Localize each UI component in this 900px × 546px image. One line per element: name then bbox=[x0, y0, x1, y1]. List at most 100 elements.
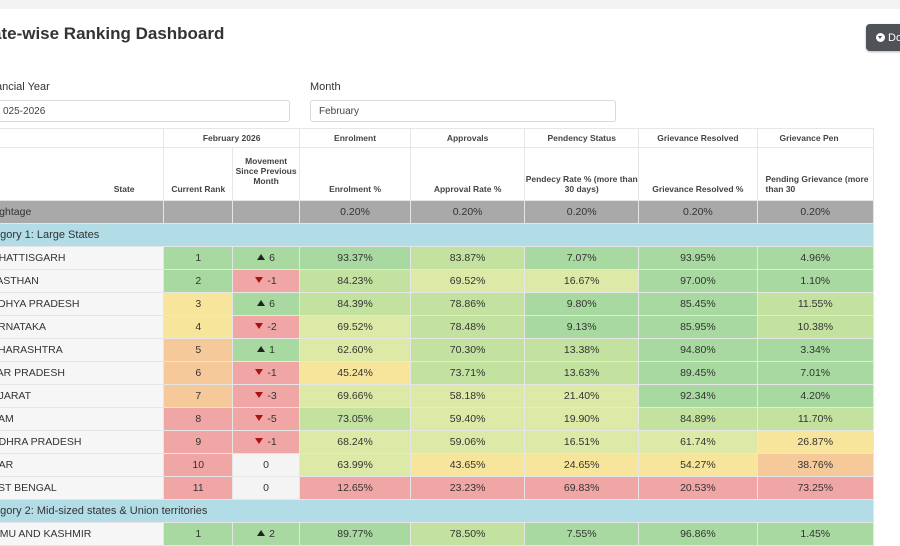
pendency-cell: 9.13% bbox=[524, 315, 640, 339]
arrow-down-icon bbox=[255, 369, 264, 376]
arrow-down-icon bbox=[255, 438, 264, 445]
column-header-pending-grievance[interactable]: Pending Grievance (more than 30 bbox=[756, 147, 875, 201]
approval-cell: 59.40% bbox=[410, 407, 526, 431]
column-header-current-rank[interactable]: Current Rank bbox=[163, 147, 234, 201]
movement-value: -2 bbox=[267, 321, 277, 333]
category-label: tegory 1: Large States bbox=[0, 223, 874, 247]
table-row[interactable]: HHATTISGARH1 6 93.37%83.87%7.07%93.95%4.96… bbox=[0, 246, 875, 270]
enrolment-cell: 63.99% bbox=[298, 453, 412, 477]
grievance-resolved-cell: 89.45% bbox=[638, 361, 758, 385]
approval-cell: 70.30% bbox=[410, 338, 526, 362]
weightage-pending-grievance: 0.20% bbox=[756, 200, 875, 224]
month-select[interactable]: February bbox=[310, 100, 616, 122]
movement-value: -1 bbox=[267, 367, 277, 379]
approval-cell: 78.48% bbox=[410, 315, 526, 339]
column-header-approval-rate[interactable]: Approval Rate % bbox=[410, 147, 526, 201]
grievance-resolved-cell: 54.27% bbox=[638, 453, 758, 477]
category-label: tegory 2: Mid-sized states & Union terri… bbox=[0, 499, 874, 523]
movement-cell: 0 bbox=[232, 453, 300, 477]
table-row[interactable]: HAR10063.99%43.65%24.65%54.27%38.76% bbox=[0, 453, 875, 477]
state-cell: MMU AND KASHMIR bbox=[0, 522, 165, 546]
grievance-resolved-cell: 97.00% bbox=[638, 269, 758, 293]
grievance-resolved-cell: 85.45% bbox=[638, 292, 758, 316]
approval-cell: 43.65% bbox=[410, 453, 526, 477]
movement-cell: 2 bbox=[232, 522, 300, 546]
movement-cell: 6 bbox=[232, 246, 300, 270]
column-header-movement[interactable]: Movement Since Previous Month bbox=[232, 147, 300, 201]
month-label: Month bbox=[310, 81, 341, 93]
header-blank bbox=[0, 128, 165, 148]
enrolment-cell: 62.60% bbox=[298, 338, 412, 362]
pendency-cell: 16.67% bbox=[524, 269, 640, 293]
movement-cell: -1 bbox=[232, 269, 300, 293]
table-row[interactable]: ARNATAKA4 -2 69.52%78.48%9.13%85.95%10.38% bbox=[0, 315, 875, 339]
grievance-resolved-cell: 61.74% bbox=[638, 430, 758, 454]
state-cell: JASTHAN bbox=[0, 269, 165, 293]
table-row[interactable]: EST BENGAL11012.65%23.23%69.83%20.53%73.… bbox=[0, 476, 875, 500]
column-header-pendency-rate[interactable]: Pendecy Rate % (more than 30 days) bbox=[524, 147, 640, 201]
pendency-cell: 9.80% bbox=[524, 292, 640, 316]
rank-cell: 2 bbox=[163, 269, 234, 293]
download-label: Do bbox=[888, 31, 900, 44]
group-header-approvals: Approvals bbox=[410, 128, 526, 148]
arrow-up-icon bbox=[257, 530, 266, 537]
arrow-down-icon bbox=[255, 277, 264, 284]
enrolment-cell: 69.66% bbox=[298, 384, 412, 408]
rank-cell: 4 bbox=[163, 315, 234, 339]
approval-cell: 73.71% bbox=[410, 361, 526, 385]
pending-grievance-cell: 1.10% bbox=[756, 269, 875, 293]
weightage-grievance-resolved: 0.20% bbox=[638, 200, 758, 224]
table-row[interactable]: SAM8 -5 73.05%59.40%19.90%84.89%11.70% bbox=[0, 407, 875, 431]
table-row[interactable]: UJARAT7 -3 69.66%58.18%21.40%92.34%4.20% bbox=[0, 384, 875, 408]
arrow-up-icon bbox=[257, 254, 266, 261]
approval-cell: 78.50% bbox=[410, 522, 526, 546]
movement-cell: 1 bbox=[232, 338, 300, 362]
weightage-blank bbox=[232, 200, 300, 224]
state-cell: ADHYA PRADESH bbox=[0, 292, 165, 316]
column-header-state[interactable]: State bbox=[0, 147, 165, 201]
enrolment-cell: 69.52% bbox=[298, 315, 412, 339]
column-header-enrolment-pct[interactable]: Enrolment % bbox=[298, 147, 412, 201]
enrolment-cell: 45.24% bbox=[298, 361, 412, 385]
download-button[interactable]: Do bbox=[866, 24, 900, 51]
group-header-grievance-resolved: Grievance Resolved bbox=[638, 128, 758, 148]
grievance-resolved-cell: 94.80% bbox=[638, 338, 758, 362]
column-header-grievance-resolved-pct[interactable]: Grievance Resolved % bbox=[638, 147, 758, 201]
download-icon bbox=[876, 33, 885, 42]
movement-value: 6 bbox=[269, 298, 275, 310]
table-row[interactable]: MMU AND KASHMIR 1 2 89.77% 78.50% 7.55% 96.86%… bbox=[0, 522, 875, 546]
group-header-pendency: Pendency Status bbox=[524, 128, 640, 148]
movement-cell: -1 bbox=[232, 361, 300, 385]
financial-year-select[interactable]: 025-2026 bbox=[0, 100, 290, 122]
rank-cell: 5 bbox=[163, 338, 234, 362]
movement-value: 1 bbox=[269, 344, 275, 356]
category-row: tegory 2: Mid-sized states & Union terri… bbox=[0, 499, 874, 523]
pendency-cell: 13.63% bbox=[524, 361, 640, 385]
pendency-cell: 13.38% bbox=[524, 338, 640, 362]
rank-cell: 9 bbox=[163, 430, 234, 454]
state-cell: AHARASHTRA bbox=[0, 338, 165, 362]
movement-value: -1 bbox=[267, 436, 277, 448]
pending-grievance-cell: 73.25% bbox=[756, 476, 875, 500]
group-header-enrolment: Enrolment bbox=[298, 128, 412, 148]
movement-cell: -2 bbox=[232, 315, 300, 339]
movement-cell: -3 bbox=[232, 384, 300, 408]
table-row[interactable]: AHARASHTRA5 1 62.60%70.30%13.38%94.80%3.34… bbox=[0, 338, 875, 362]
grievance-resolved-cell: 84.89% bbox=[638, 407, 758, 431]
weightage-approval: 0.20% bbox=[410, 200, 526, 224]
state-cell: TAR PRADESH bbox=[0, 361, 165, 385]
arrow-down-icon bbox=[255, 415, 264, 422]
arrow-down-icon bbox=[255, 392, 264, 399]
approval-cell: 23.23% bbox=[410, 476, 526, 500]
approval-cell: 69.52% bbox=[410, 269, 526, 293]
rank-cell: 7 bbox=[163, 384, 234, 408]
movement-value: -5 bbox=[267, 413, 277, 425]
table-row[interactable]: NDHRA PRADESH 9 -1 68.24% 59.06% 16.51% 61.74%… bbox=[0, 430, 875, 454]
pending-grievance-cell: 3.34% bbox=[756, 338, 875, 362]
enrolment-cell: 68.24% bbox=[298, 430, 412, 454]
pending-grievance-cell: 7.01% bbox=[756, 361, 875, 385]
table-row[interactable]: JASTHAN2 -1 84.23%69.52%16.67%97.00%1.10% bbox=[0, 269, 875, 293]
pending-grievance-cell: 38.76% bbox=[756, 453, 875, 477]
